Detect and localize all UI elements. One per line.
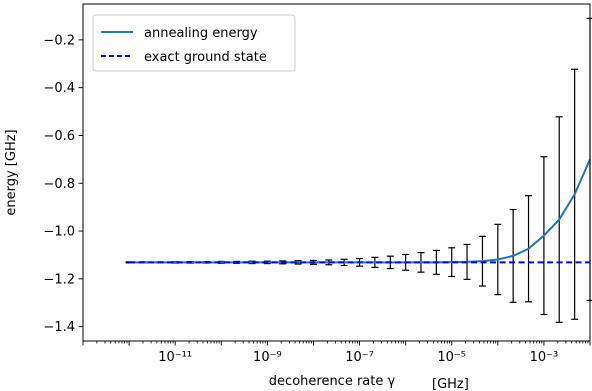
y-tick-label: −0.8 — [43, 177, 75, 192]
legend: annealing energy exact ground state — [92, 14, 296, 72]
legend-box — [92, 14, 296, 72]
x-tick-label: 10⁻⁵ — [437, 350, 466, 365]
x-axis: 10⁻¹¹ 10⁻⁹ 10⁻⁷ 10⁻⁵ 10⁻³ — [82, 341, 591, 365]
legend-label-exact-ground-state: exact ground state — [144, 50, 267, 65]
y-tick-label: −1.2 — [43, 272, 75, 287]
y-tick-label: −1.4 — [43, 320, 75, 335]
y-tick-label: −0.4 — [43, 81, 75, 96]
y-axis-label: energy [GHz] — [4, 129, 19, 215]
x-axis-label: decoherence rate γ — [269, 374, 396, 389]
y-axis: −0.2 −0.4 −0.6 −0.8 −1.0 −1.2 −1.4 — [43, 33, 83, 335]
y-tick-label: −0.2 — [43, 33, 75, 48]
x-tick-label: 10⁻⁷ — [345, 350, 374, 365]
series-line-annealing-energy — [129, 158, 591, 264]
y-tick-label: −1.0 — [43, 225, 75, 240]
plot-frame — [82, 3, 591, 342]
x-axis-unit-label: [GHz] — [432, 377, 469, 391]
x-tick-label: 10⁻³ — [530, 350, 559, 365]
y-tick-label: −0.6 — [43, 129, 75, 144]
x-tick-label: 10⁻¹¹ — [158, 350, 192, 365]
legend-label-annealing-energy: annealing energy — [144, 26, 258, 41]
x-tick-label: 10⁻⁹ — [253, 350, 282, 365]
